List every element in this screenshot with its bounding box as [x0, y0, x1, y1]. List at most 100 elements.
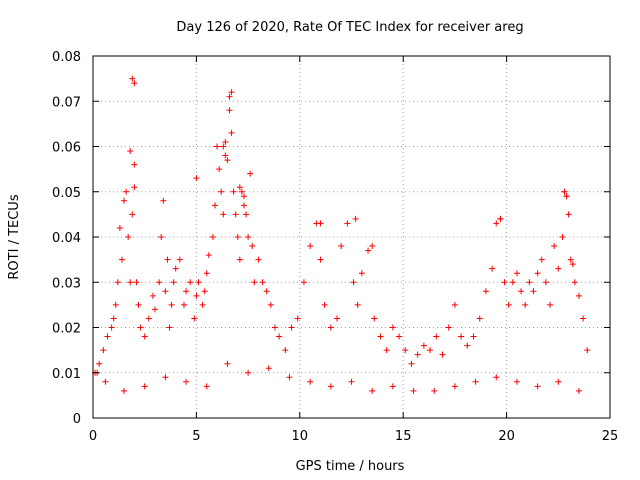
data-point [164, 256, 171, 263]
data-point [191, 315, 198, 322]
x-tick-label: 10 [292, 429, 309, 444]
y-tick-label: 0.05 [52, 186, 81, 201]
data-point [172, 265, 179, 272]
data-point [327, 383, 334, 390]
data-point [234, 234, 241, 240]
data-point [371, 315, 378, 322]
data-point [133, 279, 140, 286]
data-point [383, 347, 390, 354]
data-point [236, 256, 243, 263]
data-point [176, 256, 183, 263]
data-point [559, 234, 566, 240]
data-point [526, 279, 533, 286]
data-point [307, 378, 314, 385]
data-point [555, 378, 562, 385]
data-point [137, 324, 144, 331]
data-point [251, 279, 258, 286]
data-point [116, 224, 123, 231]
data-point [265, 365, 272, 372]
data-point [321, 301, 328, 308]
data-point [354, 301, 361, 308]
data-point [102, 378, 109, 385]
data-point [127, 148, 134, 155]
data-point [294, 315, 301, 322]
data-point [493, 220, 500, 227]
data-point [220, 211, 227, 218]
data-point [218, 188, 225, 195]
data-point [369, 243, 376, 250]
data-point [180, 301, 187, 308]
data-point [571, 279, 578, 286]
data-point [350, 279, 357, 286]
data-point [580, 315, 587, 322]
data-point [212, 202, 219, 209]
plot-frame [92, 55, 611, 419]
data-point [127, 279, 134, 286]
data-point [338, 243, 345, 250]
data-point [104, 333, 111, 340]
x-tick-label: 5 [192, 429, 200, 444]
data-point [100, 347, 107, 354]
data-point [513, 378, 520, 385]
data-point [199, 301, 206, 308]
data-point [187, 279, 194, 286]
data-point [451, 301, 458, 308]
data-point [358, 270, 365, 277]
data-point [263, 288, 270, 295]
data-point [551, 243, 558, 250]
data-point [228, 129, 235, 136]
data-point [530, 288, 537, 295]
data-point [247, 170, 254, 177]
data-point [470, 333, 477, 340]
data-point [518, 288, 525, 295]
data-point [240, 193, 247, 200]
data-point [472, 378, 479, 385]
y-tick-label: 0.03 [52, 276, 81, 291]
data-point [168, 301, 175, 308]
y-tick-label: 0.04 [52, 231, 81, 246]
data-point [501, 279, 508, 286]
x-tick-label: 20 [498, 429, 515, 444]
data-point [243, 211, 250, 218]
data-point [158, 234, 165, 240]
data-point [317, 220, 324, 227]
data-point [307, 243, 314, 250]
data-point [149, 292, 156, 299]
data-point [121, 387, 128, 394]
data-point [125, 234, 132, 240]
data-points [92, 75, 591, 394]
data-point [565, 211, 572, 218]
data-point [344, 220, 351, 227]
x-tick-label: 0 [89, 429, 97, 444]
data-point [193, 175, 200, 182]
data-point [160, 197, 167, 204]
data-point [288, 324, 295, 331]
data-point [118, 256, 125, 263]
data-point [121, 197, 128, 204]
data-point [408, 360, 415, 367]
data-point [222, 152, 229, 159]
data-point [162, 288, 169, 295]
data-point [238, 188, 245, 195]
data-point [482, 288, 489, 295]
data-point [286, 374, 293, 381]
data-point [445, 324, 452, 331]
data-point [255, 256, 262, 263]
data-point [464, 342, 471, 349]
data-point [267, 301, 274, 308]
y-tick-label: 0.08 [52, 50, 81, 65]
data-point [230, 188, 237, 195]
data-point [170, 279, 177, 286]
data-point [431, 387, 438, 394]
data-point [228, 89, 235, 96]
data-point [547, 301, 554, 308]
data-point [162, 374, 169, 381]
data-point [396, 333, 403, 340]
data-point [369, 387, 376, 394]
data-point [232, 211, 239, 218]
data-point [131, 161, 138, 168]
data-point [114, 279, 121, 286]
data-point [193, 292, 200, 299]
data-point [575, 292, 582, 299]
